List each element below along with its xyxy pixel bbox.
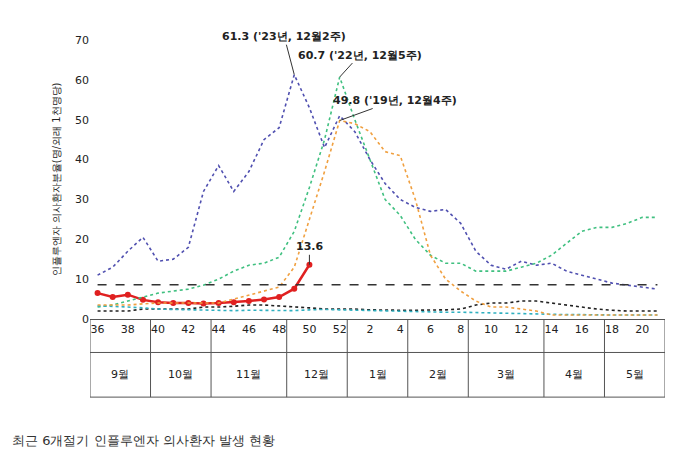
svg-text:11월: 11월: [236, 368, 261, 381]
svg-text:50: 50: [75, 114, 89, 127]
svg-text:18: 18: [605, 323, 619, 336]
svg-text:12: 12: [514, 323, 528, 336]
svg-text:16: 16: [575, 323, 589, 336]
svg-text:30: 30: [75, 193, 89, 206]
svg-text:44: 44: [212, 323, 226, 336]
svg-text:10: 10: [484, 323, 498, 336]
svg-text:14: 14: [545, 323, 559, 336]
svg-text:38: 38: [121, 323, 135, 336]
svg-text:46: 46: [242, 323, 256, 336]
svg-text:10: 10: [75, 273, 89, 286]
svg-text:52: 52: [333, 323, 347, 336]
svg-text:4월: 4월: [565, 368, 583, 381]
svg-text:2월: 2월: [429, 368, 447, 381]
svg-text:12월: 12월: [304, 368, 329, 381]
svg-text:49.8 ('19년, 12월4주): 49.8 ('19년, 12월4주): [333, 94, 457, 107]
svg-text:20: 20: [635, 323, 649, 336]
svg-text:61.3 ('23년, 12월2주): 61.3 ('23년, 12월2주): [222, 30, 346, 43]
svg-text:8: 8: [457, 323, 464, 336]
svg-text:40: 40: [75, 153, 89, 166]
svg-text:10월: 10월: [168, 368, 193, 381]
svg-text:13.6: 13.6: [296, 240, 323, 253]
svg-text:1월: 1월: [369, 368, 387, 381]
svg-text:40: 40: [151, 323, 165, 336]
svg-text:36: 36: [91, 323, 105, 336]
svg-text:4: 4: [397, 323, 404, 336]
svg-text:9월: 9월: [111, 368, 129, 381]
svg-text:5월: 5월: [626, 368, 644, 381]
svg-text:70: 70: [75, 34, 89, 47]
svg-text:6: 6: [427, 323, 434, 336]
svg-text:50: 50: [302, 323, 316, 336]
svg-text:48: 48: [272, 323, 286, 336]
svg-text:2: 2: [366, 323, 373, 336]
svg-text:60: 60: [75, 74, 89, 87]
svg-text:60.7 ('22년, 12월5주): 60.7 ('22년, 12월5주): [298, 49, 422, 62]
svg-text:42: 42: [181, 323, 195, 336]
svg-text:3월: 3월: [497, 368, 515, 381]
svg-text:20: 20: [75, 233, 89, 246]
svg-text:인플루엔자 의사환자분율(명/외래 1천명당): 인플루엔자 의사환자분율(명/외래 1천명당): [51, 82, 62, 276]
svg-text:0: 0: [82, 313, 89, 326]
svg-text:최근 6개절기 인플루엔자 의사환자 발생 현황: 최근 6개절기 인플루엔자 의사환자 발생 현황: [12, 433, 275, 448]
